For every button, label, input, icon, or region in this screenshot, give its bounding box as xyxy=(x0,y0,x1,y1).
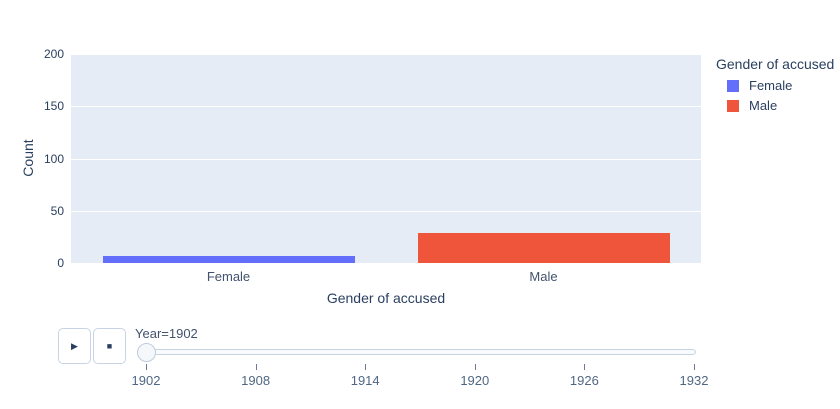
slider-tick-label: 1908 xyxy=(241,373,271,388)
plot-area xyxy=(71,54,701,263)
y-tick-label: 0 xyxy=(57,256,64,270)
slider-track[interactable] xyxy=(146,349,696,355)
slider-handle[interactable] xyxy=(137,343,156,362)
y-tick-label: 200 xyxy=(43,47,64,61)
legend-swatch xyxy=(727,99,739,112)
slider-tick-mark xyxy=(474,364,476,370)
slider-tick-label: 1920 xyxy=(460,373,490,388)
gridline xyxy=(71,158,701,160)
x-tick-label: Female xyxy=(206,269,251,284)
play-icon: ▶ xyxy=(71,340,78,351)
slider-tick-mark xyxy=(584,364,586,370)
slider-tick-mark xyxy=(255,364,257,370)
x-axis-title: Gender of accused xyxy=(326,290,446,306)
legend-item-male[interactable]: Male xyxy=(727,98,834,113)
play-button[interactable]: ▶ xyxy=(58,328,91,364)
legend: Gender of accused Female Male xyxy=(716,56,834,118)
y-tick-label: 50 xyxy=(50,203,64,218)
legend-item-label: Female xyxy=(749,78,793,93)
bar-female[interactable] xyxy=(102,255,355,263)
gridline xyxy=(71,54,701,55)
stop-button[interactable]: ■ xyxy=(93,328,126,364)
legend-item-label: Male xyxy=(749,98,778,113)
y-tick-label: 150 xyxy=(43,99,64,114)
legend-item-female[interactable]: Female xyxy=(727,78,834,93)
x-tick-label: Male xyxy=(529,269,558,284)
slider-tick-label: 1932 xyxy=(679,373,709,388)
legend-items: Female Male xyxy=(716,78,834,113)
slider-tick-label: 1926 xyxy=(569,373,599,388)
slider-tick-label: 1914 xyxy=(350,373,380,388)
slider-tick-mark xyxy=(146,364,147,370)
slider-tick-mark xyxy=(365,364,367,370)
slider-current-value: Year=1902 xyxy=(135,326,198,341)
slider-tick-mark xyxy=(694,364,695,370)
legend-title: Gender of accused xyxy=(716,56,835,72)
y-tick-label: 100 xyxy=(43,151,64,166)
bar-male[interactable] xyxy=(417,232,670,263)
stop-icon: ■ xyxy=(106,340,113,351)
slider-tick-label: 1902 xyxy=(131,373,161,388)
legend-swatch xyxy=(727,79,739,92)
gridline xyxy=(71,210,701,212)
gridline xyxy=(71,106,701,108)
